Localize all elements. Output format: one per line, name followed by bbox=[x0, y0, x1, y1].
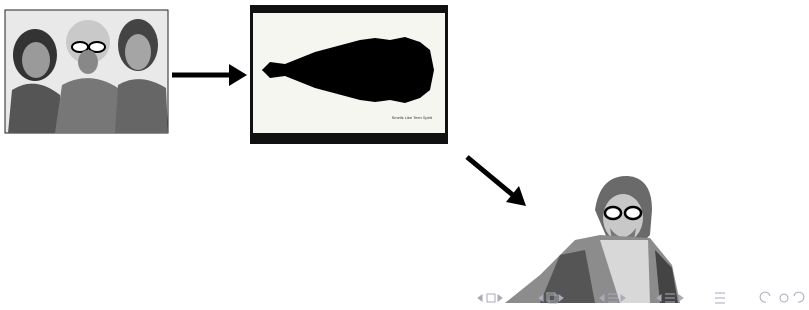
arrow bbox=[467, 157, 526, 206]
arrow bbox=[172, 64, 247, 86]
person-image bbox=[505, 176, 680, 303]
waveform-caption: Smells Like Teen Spirit bbox=[392, 115, 433, 120]
page: Smells Like Teen Spirit (() => { bbox=[0, 0, 809, 310]
band-photo bbox=[5, 10, 168, 133]
waveform-image: Smells Like Teen Spirit bbox=[250, 5, 448, 144]
slide: Smells Like Teen Spirit bbox=[0, 0, 809, 310]
